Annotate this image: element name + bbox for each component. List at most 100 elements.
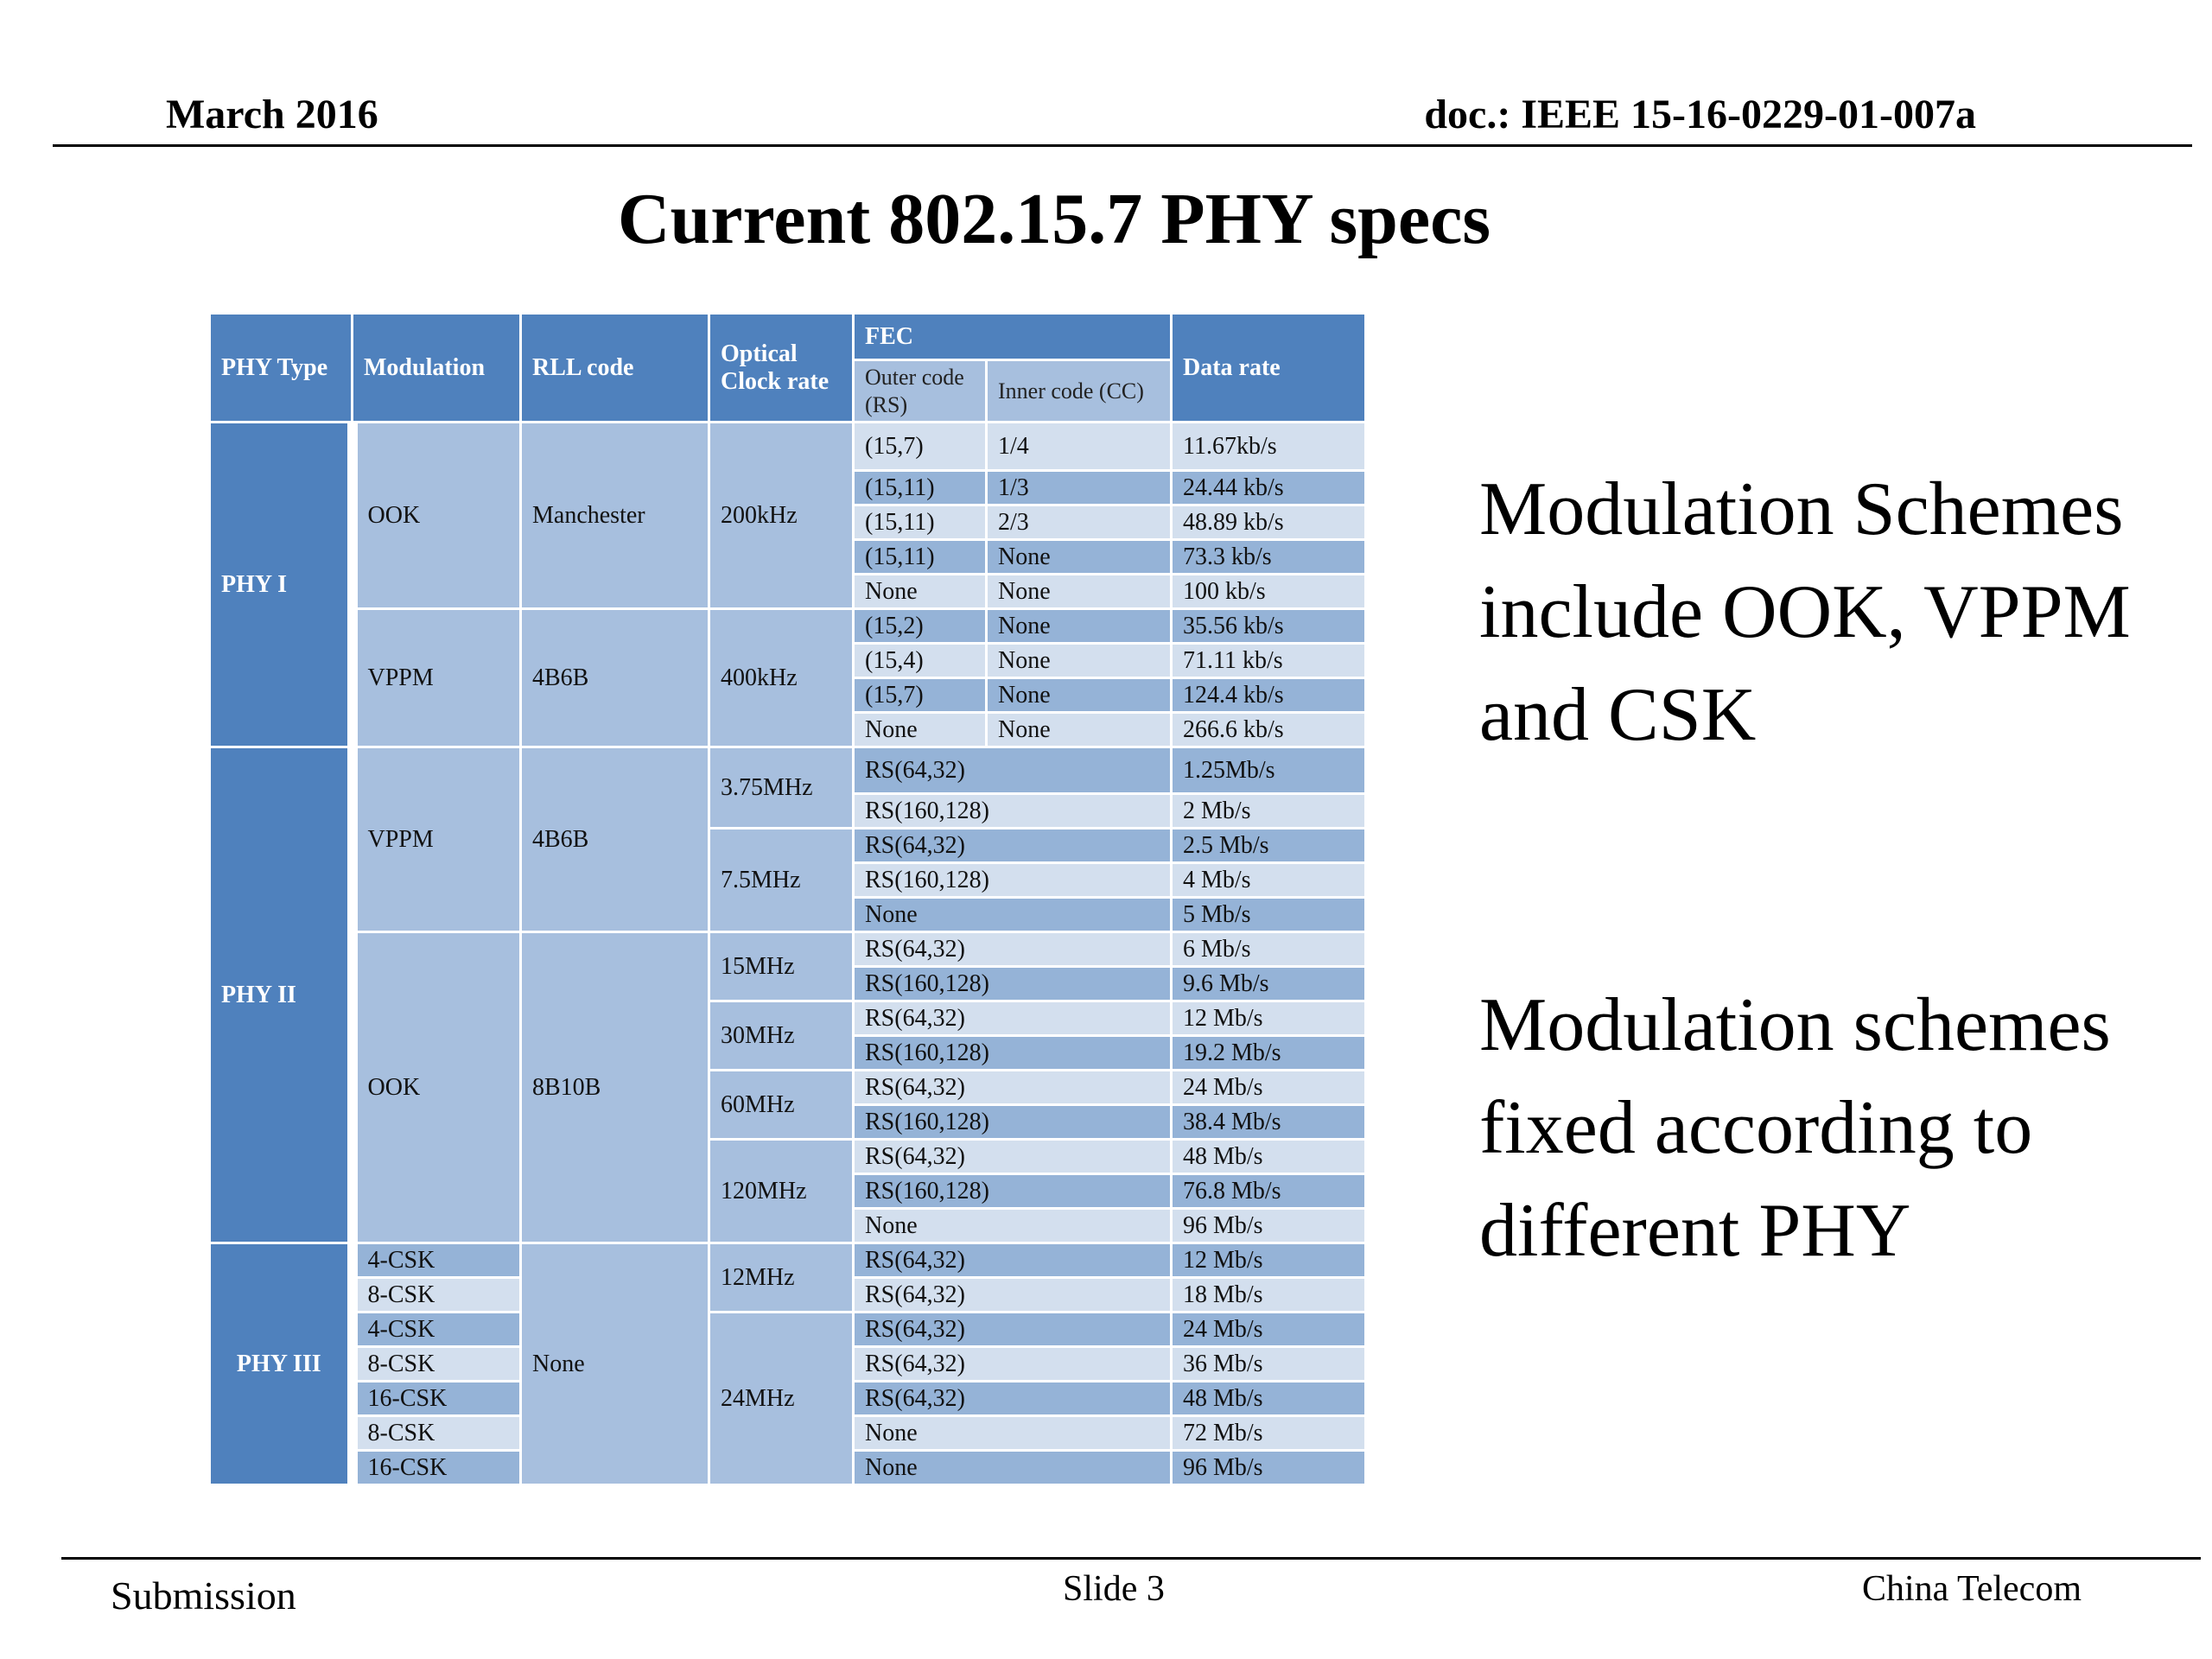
data-rate-cell: 96 Mb/s (1170, 1207, 1367, 1244)
inner-code-cell: None (985, 677, 1173, 714)
fec-cell: RS(160,128) (852, 1034, 1173, 1071)
clock-cell: 7.5MHz (708, 827, 855, 933)
data-rate-cell: 4 Mb/s (1170, 861, 1367, 899)
footer-divider (61, 1557, 2201, 1560)
slide-title: Current 802.15.7 PHY specs (617, 179, 1491, 259)
outer-code-cell: None (852, 573, 988, 610)
outer-code-cell: (15,4) (852, 642, 988, 679)
fec-cell: RS(64,32) (852, 746, 1173, 795)
table-row: 8-CSK RS(64,32) 36 Mb/s (210, 1345, 1367, 1382)
data-rate-cell: 36 Mb/s (1170, 1345, 1367, 1382)
table-row: (15,11) 1/3 24.44 kb/s (210, 469, 1367, 506)
data-rate-cell: 72 Mb/s (1170, 1414, 1367, 1452)
header-date: March 2016 (166, 92, 378, 137)
phy-type-cell: PHY III (208, 1242, 358, 1486)
table-row: RS(160,128) 76.8 Mb/s (210, 1173, 1367, 1210)
table-row: OOK 8B10B 15MHz RS(64,32) 6 Mb/s (210, 931, 1367, 1244)
fec-cell: RS(160,128) (852, 861, 1173, 899)
table-row: None None 266.6 kb/s (210, 711, 1367, 748)
modulation-cell: OOK (351, 421, 522, 610)
header-clock-rate: Optical Clock rate (708, 312, 855, 423)
outer-code-cell: (15,7) (852, 421, 988, 472)
rll-cell: None (519, 1242, 710, 1486)
data-rate-cell: 24 Mb/s (1170, 1069, 1367, 1106)
data-rate-cell: 124.4 kb/s (1170, 677, 1367, 714)
inner-code-cell: None (985, 711, 1173, 748)
modulation-cell: 4-CSK (351, 1242, 522, 1279)
table-row: (15,11) 2/3 48.89 kb/s (210, 504, 1367, 541)
data-rate-cell: 1.25Mb/s (1170, 746, 1367, 795)
fec-cell: RS(64,32) (852, 1138, 1173, 1175)
fec-cell: RS(64,32) (852, 1345, 1173, 1382)
table-row: (15,4) None 71.11 kb/s (210, 642, 1367, 679)
clock-cell: 15MHz (708, 931, 855, 1002)
phy-type-cell: PHY I (208, 421, 358, 748)
table-row: 8-CSK None 72 Mb/s (210, 1414, 1367, 1452)
table-row: (15,7) None 124.4 kb/s (210, 677, 1367, 714)
data-rate-cell: 19.2 Mb/s (1170, 1034, 1367, 1071)
outer-code-cell: (15,11) (852, 538, 988, 575)
table-row: 120MHz RS(64,32) 48 Mb/s (210, 1138, 1367, 1244)
data-rate-cell: 96 Mb/s (1170, 1449, 1367, 1486)
fec-cell: RS(64,32) (852, 931, 1173, 968)
inner-code-cell: None (985, 642, 1173, 679)
header-modulation: Modulation (351, 312, 522, 423)
table-row: PHY II VPPM 4B6B 3.75MHz RS(64,32) 1.25M… (208, 746, 1367, 1244)
fec-cell: None (852, 1414, 1173, 1452)
modulation-cell: 16-CSK (351, 1380, 522, 1417)
table-row: 16-CSK None 96 Mb/s (210, 1449, 1367, 1486)
outer-code-cell: (15,2) (852, 607, 988, 645)
fec-cell: RS(160,128) (852, 1103, 1173, 1141)
outer-code-cell: (15,11) (852, 469, 988, 506)
table-row: VPPM 4B6B 400kHz (15,2) None 35.56 kb/s (210, 607, 1367, 748)
clock-cell: 24MHz (708, 1311, 855, 1486)
fec-cell: None (852, 1449, 1173, 1486)
data-rate-cell: 2 Mb/s (1170, 792, 1367, 830)
modulation-cell: 16-CSK (351, 1449, 522, 1486)
table-row: 8-CSK RS(64,32) 18 Mb/s (210, 1276, 1367, 1313)
inner-code-cell: 1/4 (985, 421, 1173, 472)
fec-cell: RS(64,32) (852, 1311, 1173, 1348)
data-rate-cell: 76.8 Mb/s (1170, 1173, 1367, 1210)
data-rate-cell: 12 Mb/s (1170, 1242, 1367, 1279)
outer-code-cell: (15,7) (852, 677, 988, 714)
clock-cell: 3.75MHz (708, 746, 855, 830)
data-rate-cell: 2.5 Mb/s (1170, 827, 1367, 864)
side-text-fixed-schemes: Modulation schemes fixed according to di… (1479, 983, 2111, 1273)
modulation-cell: OOK (351, 931, 522, 1244)
fec-cell: None (852, 896, 1173, 933)
modulation-cell: 8-CSK (351, 1276, 522, 1313)
table-row: 60MHz RS(64,32) 24 Mb/s (210, 1069, 1367, 1141)
data-rate-cell: 11.67kb/s (1170, 421, 1367, 472)
fec-cell: RS(160,128) (852, 1173, 1173, 1210)
clock-cell: 60MHz (708, 1069, 855, 1141)
fec-cell: RS(64,32) (852, 1069, 1173, 1106)
rll-cell: 4B6B (519, 607, 710, 748)
header-data-rate: Data rate (1170, 312, 1367, 423)
data-rate-cell: 24 Mb/s (1170, 1311, 1367, 1348)
clock-cell: 120MHz (708, 1138, 855, 1244)
fec-cell: RS(64,32) (852, 1276, 1173, 1313)
table-row: RS(160,128) 4 Mb/s (210, 861, 1367, 899)
table-row: 7.5MHz RS(64,32) 2.5 Mb/s (210, 827, 1367, 933)
clock-cell: 12MHz (708, 1242, 855, 1313)
data-rate-cell: 266.6 kb/s (1170, 711, 1367, 748)
table-row: RS(160,128) 19.2 Mb/s (210, 1034, 1367, 1071)
data-rate-cell: 100 kb/s (1170, 573, 1367, 610)
modulation-cell: VPPM (351, 746, 522, 933)
data-rate-cell: 48.89 kb/s (1170, 504, 1367, 541)
phy-spec-table: PHY Type Modulation RLL code Optical Clo… (208, 312, 1367, 1486)
inner-code-cell: None (985, 538, 1173, 575)
header-divider (53, 144, 2192, 147)
header-outer-code: Outer code (RS) (852, 359, 988, 423)
table-row: 16-CSK RS(64,32) 48 Mb/s (210, 1380, 1367, 1417)
outer-code-cell: None (852, 711, 988, 748)
header-doc-id: doc.: IEEE 15-16-0229-01-007a (1424, 92, 1976, 137)
table-row: RS(160,128) 2 Mb/s (210, 792, 1367, 830)
modulation-cell: 8-CSK (351, 1414, 522, 1452)
header-rll-code: RLL code (519, 312, 710, 423)
clock-cell: 200kHz (708, 421, 855, 610)
table-row: PHY I OOK Manchester 200kHz (15,7) 1/4 1… (208, 421, 1367, 748)
header-fec: FEC (852, 312, 1173, 361)
fec-cell: None (852, 1207, 1173, 1244)
